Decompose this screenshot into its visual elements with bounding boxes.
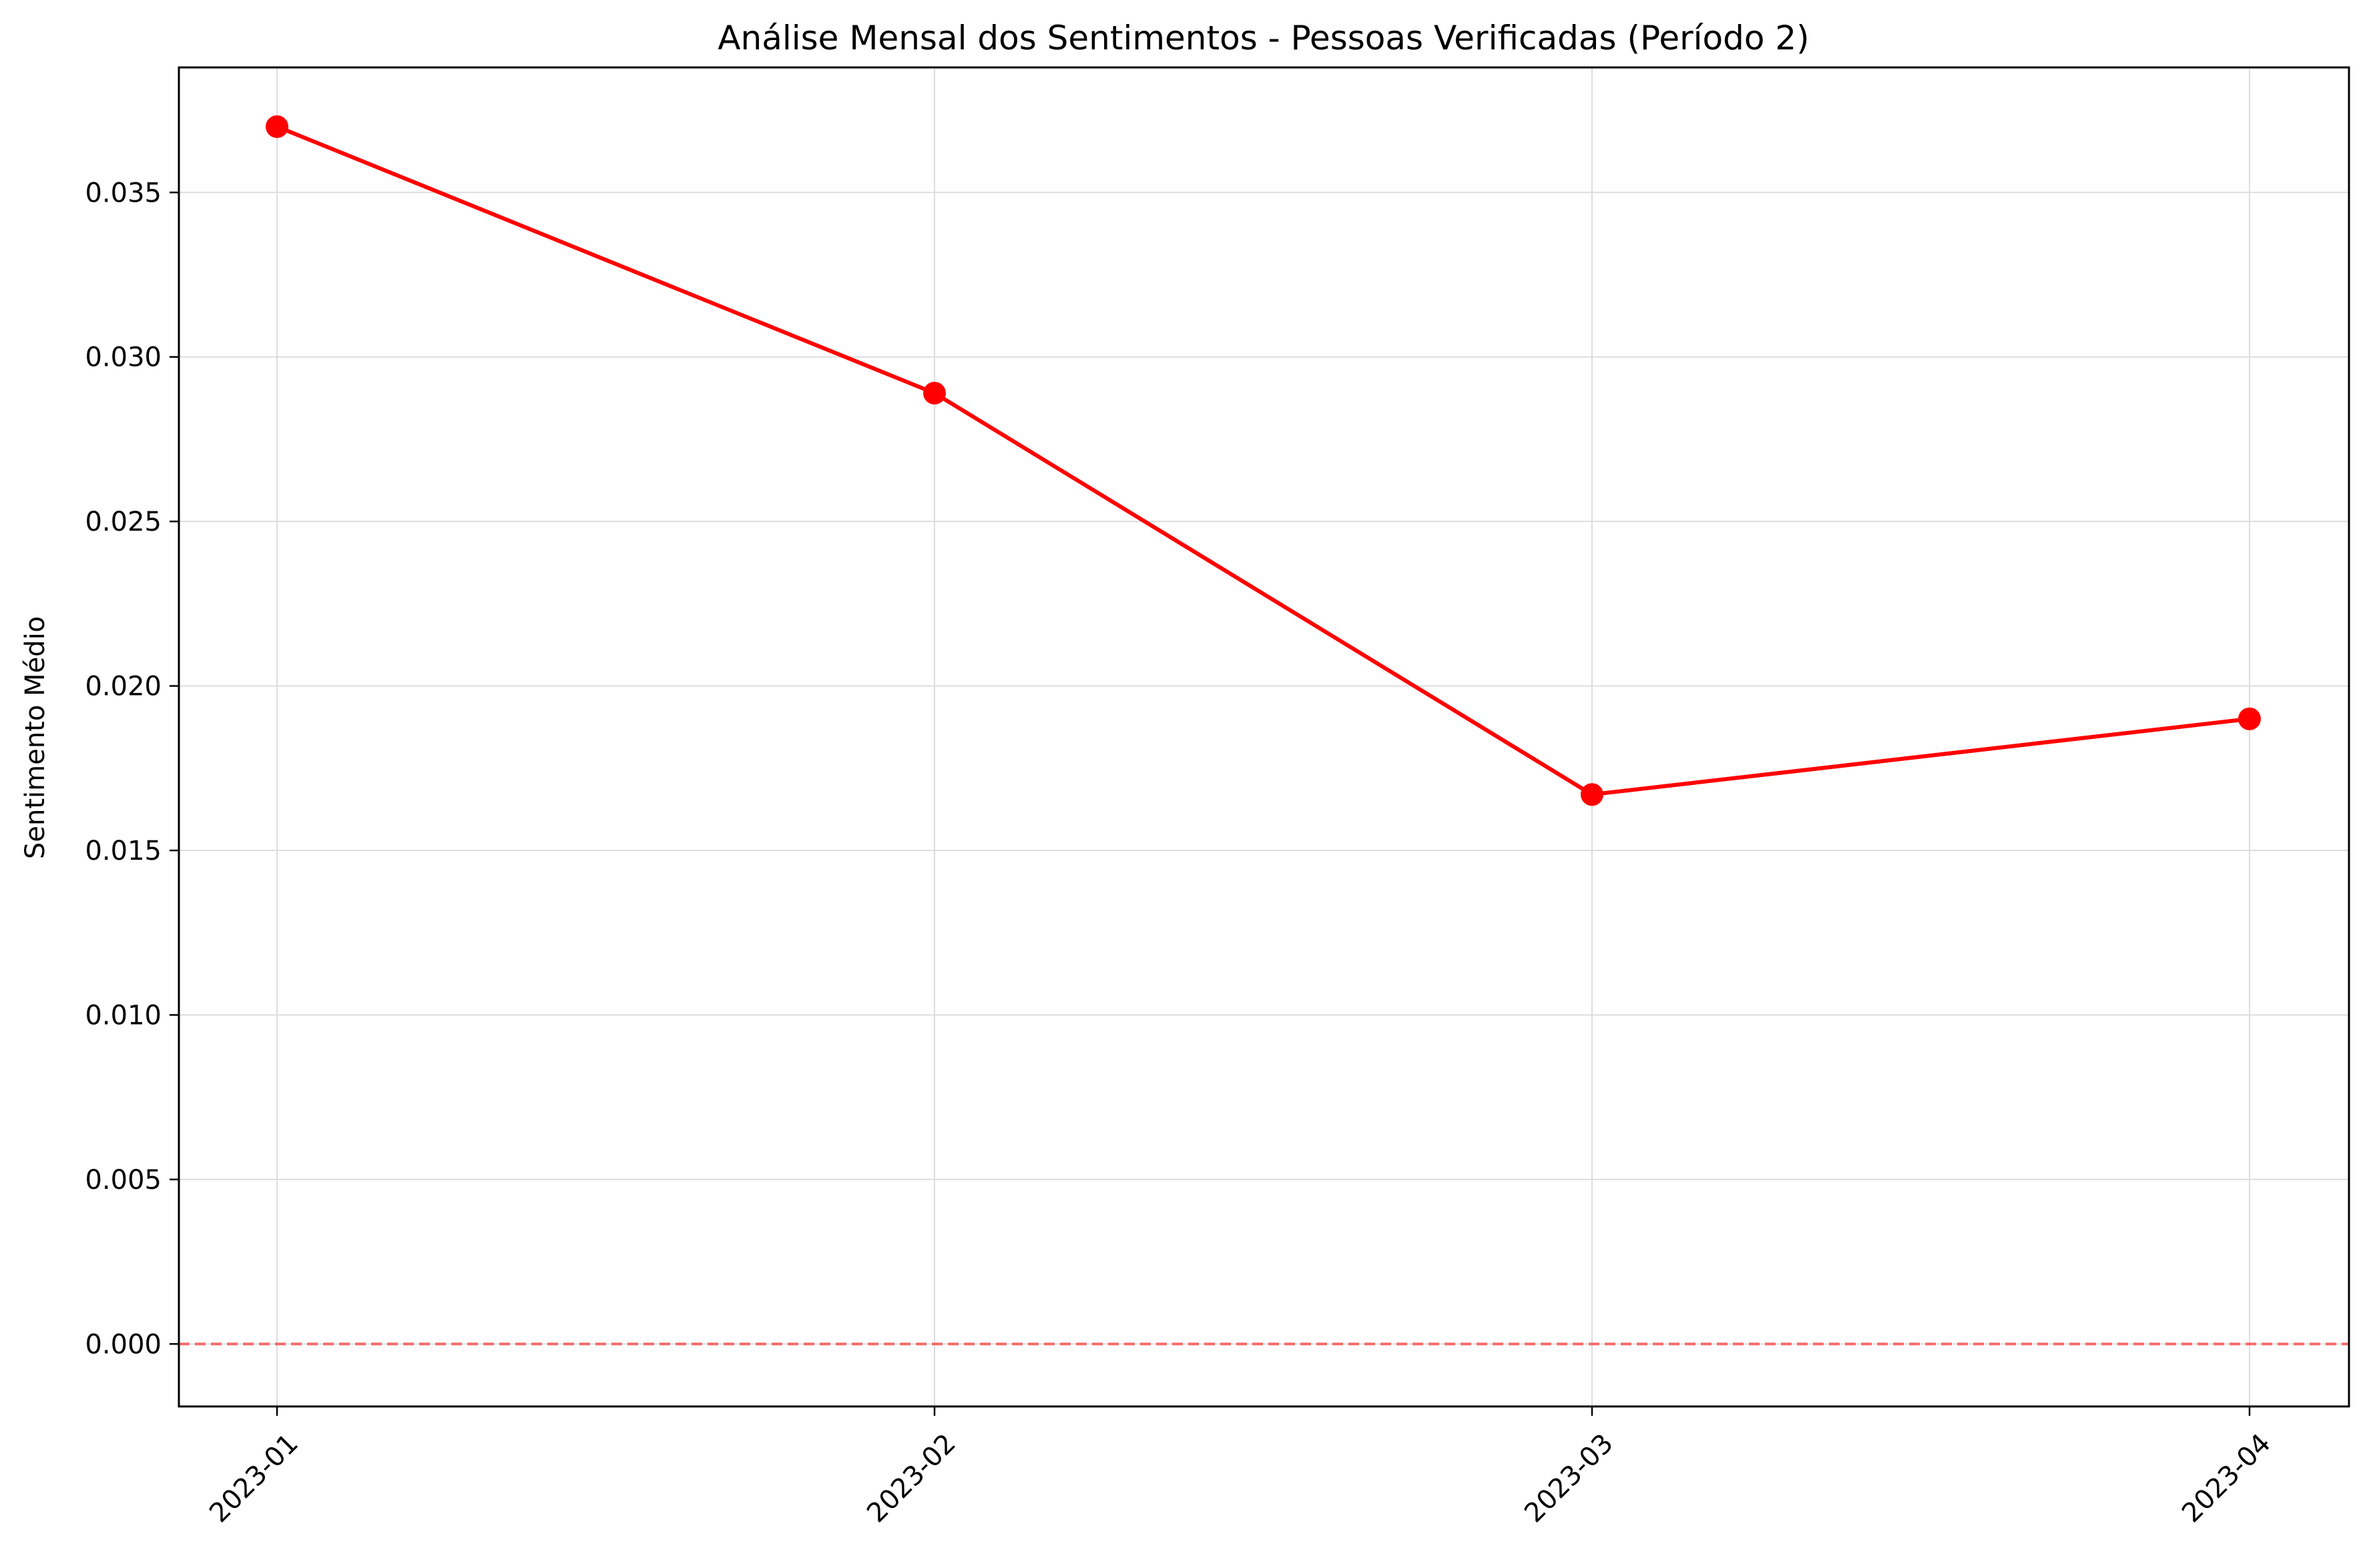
data-point: [1581, 783, 1603, 806]
y-tick-label: 0.035: [85, 178, 162, 208]
axis-ticks: 0.000 0.005 0.010 0.015 0.020 0.025 0.030 0.035…: [85, 178, 2276, 1529]
y-tick-label: 0.000: [85, 1329, 162, 1360]
x-tick-label: 2023-04: [2176, 1428, 2277, 1529]
data-point: [266, 115, 288, 138]
y-tick-label: 0.030: [85, 342, 162, 373]
series-group: [266, 115, 2261, 806]
series-line: [276, 124, 2250, 797]
y-tick-label: 0.015: [85, 836, 162, 866]
x-tick-label: 2023-01: [204, 1428, 304, 1529]
data-point: [2238, 707, 2261, 730]
y-tick-label: 0.010: [85, 1000, 162, 1031]
y-tick-label: 0.020: [85, 672, 162, 702]
y-tick-label: 0.005: [85, 1165, 162, 1196]
data-point: [923, 381, 946, 405]
chart-title: Análise Mensal dos Sentimentos - Pessoas…: [718, 19, 1809, 57]
x-tick-label: 2023-02: [861, 1428, 962, 1529]
x-tick-label: 2023-03: [1519, 1428, 1619, 1529]
y-axis-label: Sentimento Médio: [20, 616, 51, 859]
grid-lines: [179, 67, 2349, 1406]
y-tick-label: 0.025: [85, 507, 162, 537]
plot-frame: [178, 66, 2350, 1408]
